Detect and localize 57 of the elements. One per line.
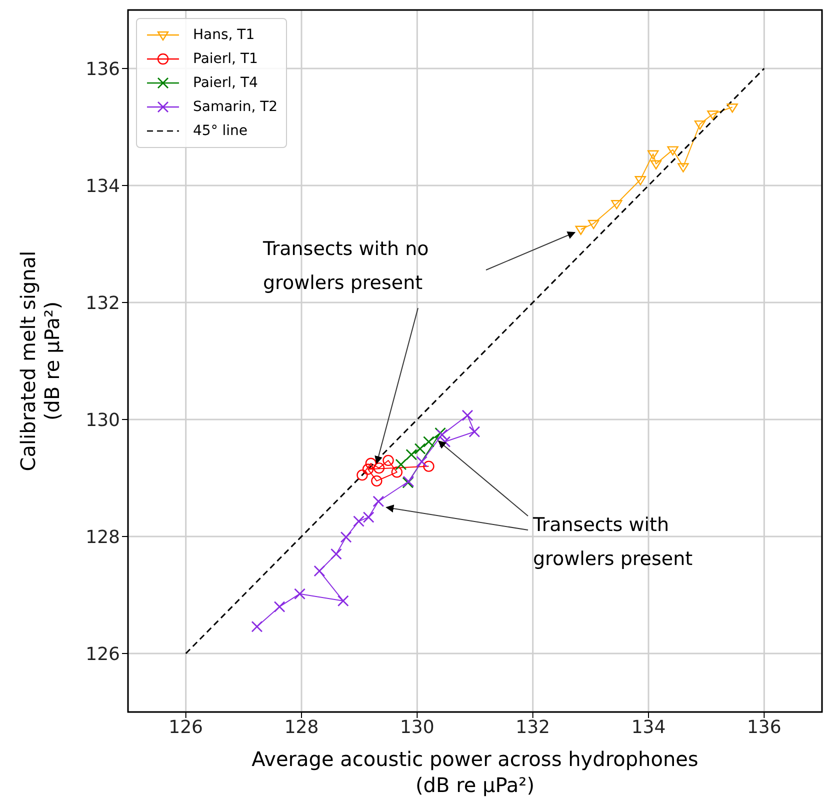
point <box>423 460 434 472</box>
point <box>314 565 326 577</box>
y-tick-label: 126 <box>86 644 120 665</box>
point <box>726 104 738 113</box>
point <box>362 511 374 523</box>
y-axis-title: Calibrated melt signal (dB re μPa²) <box>16 250 64 472</box>
x-tick-label: 132 <box>516 716 550 738</box>
point <box>667 146 678 156</box>
point <box>694 120 706 130</box>
point <box>251 620 263 632</box>
y-tick-label: 132 <box>86 292 120 314</box>
y-tick-label: 134 <box>86 176 120 197</box>
point <box>678 163 689 172</box>
point <box>362 464 374 475</box>
point <box>468 426 480 438</box>
point <box>353 516 364 527</box>
legend-label: Paierl, T4 <box>193 75 258 91</box>
point <box>372 496 384 508</box>
point <box>414 443 426 454</box>
point <box>575 226 586 235</box>
point <box>707 110 718 120</box>
x-tick-label: 128 <box>284 716 319 738</box>
x-tick-label: 136 <box>746 716 782 738</box>
point <box>423 436 434 448</box>
x-axis-title: Average acoustic power across hydrophones (dB re μPa²) <box>252 746 698 798</box>
legend-label: Samarin, T2 <box>193 99 278 115</box>
point <box>416 456 428 468</box>
point <box>648 150 659 160</box>
point <box>340 531 352 543</box>
point <box>274 601 286 612</box>
y-tick-label: 128 <box>86 526 120 548</box>
legend-label: Paierl, T1 <box>193 51 258 67</box>
point <box>395 458 407 470</box>
legend-label: 45° line <box>193 123 248 139</box>
point <box>650 160 662 170</box>
point <box>634 176 646 186</box>
y-tick-label: 130 <box>86 410 120 431</box>
annotation: Transects with growlers present <box>533 513 694 572</box>
annotation: Transects with no growlers present <box>263 237 430 296</box>
point <box>382 454 394 466</box>
point <box>365 458 376 469</box>
point <box>406 448 418 460</box>
point <box>588 220 600 230</box>
point <box>337 595 349 607</box>
point <box>294 588 306 600</box>
point <box>391 466 403 478</box>
point <box>371 475 382 487</box>
x-tick-label: 130 <box>400 716 434 738</box>
point <box>330 548 342 560</box>
x-tick-label: 126 <box>168 716 204 738</box>
legend-label: Hans, T1 <box>193 27 255 43</box>
x-tick-label: 134 <box>631 716 666 738</box>
point <box>611 200 622 210</box>
point <box>356 469 368 481</box>
y-tick-label: 136 <box>86 58 120 80</box>
point <box>373 462 385 474</box>
point <box>462 410 474 422</box>
